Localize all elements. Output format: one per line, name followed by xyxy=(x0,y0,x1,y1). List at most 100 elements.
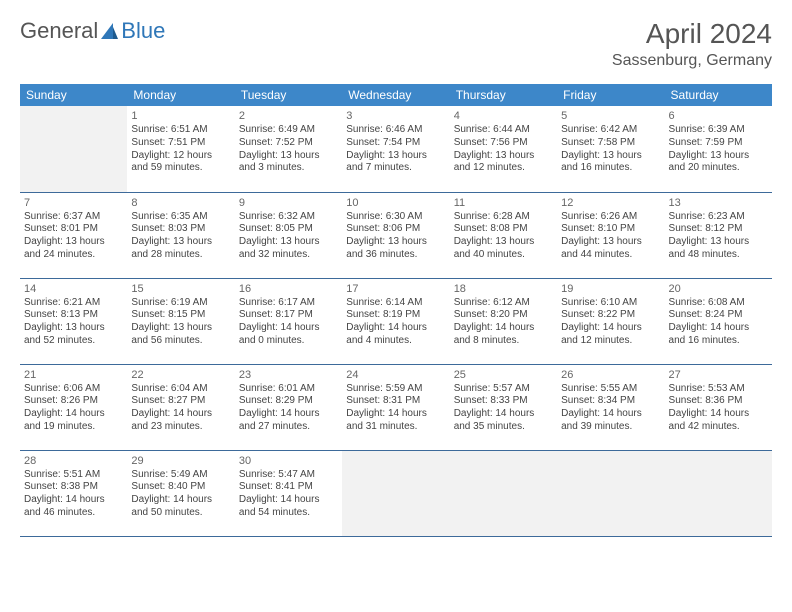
daylight-text: Daylight: 14 hours and 39 minutes. xyxy=(561,408,660,434)
daylight-text: Daylight: 13 hours and 12 minutes. xyxy=(454,150,553,176)
calendar-day-cell: 20Sunrise: 6:08 AMSunset: 8:24 PMDayligh… xyxy=(665,278,772,364)
sunset-text: Sunset: 8:15 PM xyxy=(131,309,230,322)
daylight-text: Daylight: 12 hours and 59 minutes. xyxy=(131,150,230,176)
calendar-day-cell: 17Sunrise: 6:14 AMSunset: 8:19 PMDayligh… xyxy=(342,278,449,364)
calendar-day-cell: 11Sunrise: 6:28 AMSunset: 8:08 PMDayligh… xyxy=(450,192,557,278)
day-header: Monday xyxy=(127,84,234,106)
daylight-text: Daylight: 14 hours and 4 minutes. xyxy=(346,322,445,348)
calendar-day-cell: 16Sunrise: 6:17 AMSunset: 8:17 PMDayligh… xyxy=(235,278,342,364)
day-number: 5 xyxy=(561,109,660,123)
calendar-day-cell: 18Sunrise: 6:12 AMSunset: 8:20 PMDayligh… xyxy=(450,278,557,364)
daylight-text: Daylight: 14 hours and 54 minutes. xyxy=(239,494,338,520)
daylight-text: Daylight: 13 hours and 40 minutes. xyxy=(454,236,553,262)
sunset-text: Sunset: 8:12 PM xyxy=(669,223,768,236)
sunrise-text: Sunrise: 6:51 AM xyxy=(131,124,230,137)
daylight-text: Daylight: 14 hours and 27 minutes. xyxy=(239,408,338,434)
month-title: April 2024 xyxy=(612,18,772,50)
sunrise-text: Sunrise: 6:17 AM xyxy=(239,297,338,310)
sunset-text: Sunset: 8:31 PM xyxy=(346,395,445,408)
calendar-week-row: 28Sunrise: 5:51 AMSunset: 8:38 PMDayligh… xyxy=(20,450,772,536)
sunset-text: Sunset: 8:06 PM xyxy=(346,223,445,236)
calendar-day-cell: 13Sunrise: 6:23 AMSunset: 8:12 PMDayligh… xyxy=(665,192,772,278)
sunset-text: Sunset: 8:22 PM xyxy=(561,309,660,322)
sunrise-text: Sunrise: 5:47 AM xyxy=(239,469,338,482)
sunrise-text: Sunrise: 6:46 AM xyxy=(346,124,445,137)
sunset-text: Sunset: 8:08 PM xyxy=(454,223,553,236)
calendar-day-cell xyxy=(342,450,449,536)
calendar-day-cell: 5Sunrise: 6:42 AMSunset: 7:58 PMDaylight… xyxy=(557,106,664,192)
calendar-day-cell xyxy=(450,450,557,536)
daylight-text: Daylight: 14 hours and 35 minutes. xyxy=(454,408,553,434)
day-header: Thursday xyxy=(450,84,557,106)
day-header: Saturday xyxy=(665,84,772,106)
sunrise-text: Sunrise: 6:42 AM xyxy=(561,124,660,137)
day-number: 28 xyxy=(24,454,123,468)
sunrise-text: Sunrise: 6:08 AM xyxy=(669,297,768,310)
day-number: 22 xyxy=(131,368,230,382)
calendar-week-row: 14Sunrise: 6:21 AMSunset: 8:13 PMDayligh… xyxy=(20,278,772,364)
sunrise-text: Sunrise: 6:26 AM xyxy=(561,211,660,224)
sunset-text: Sunset: 8:17 PM xyxy=(239,309,338,322)
sunrise-text: Sunrise: 6:04 AM xyxy=(131,383,230,396)
brand-text-1: General xyxy=(20,18,98,44)
sunrise-text: Sunrise: 6:49 AM xyxy=(239,124,338,137)
calendar-day-cell: 10Sunrise: 6:30 AMSunset: 8:06 PMDayligh… xyxy=(342,192,449,278)
day-number: 30 xyxy=(239,454,338,468)
sunset-text: Sunset: 8:40 PM xyxy=(131,481,230,494)
sunset-text: Sunset: 7:56 PM xyxy=(454,137,553,150)
daylight-text: Daylight: 13 hours and 36 minutes. xyxy=(346,236,445,262)
daylight-text: Daylight: 13 hours and 52 minutes. xyxy=(24,322,123,348)
sunset-text: Sunset: 8:01 PM xyxy=(24,223,123,236)
day-header: Sunday xyxy=(20,84,127,106)
day-number: 18 xyxy=(454,282,553,296)
calendar-day-cell xyxy=(20,106,127,192)
daylight-text: Daylight: 14 hours and 16 minutes. xyxy=(669,322,768,348)
sunset-text: Sunset: 8:33 PM xyxy=(454,395,553,408)
day-number: 15 xyxy=(131,282,230,296)
daylight-text: Daylight: 13 hours and 3 minutes. xyxy=(239,150,338,176)
calendar-day-cell: 26Sunrise: 5:55 AMSunset: 8:34 PMDayligh… xyxy=(557,364,664,450)
calendar-day-cell xyxy=(557,450,664,536)
day-number: 13 xyxy=(669,196,768,210)
sunrise-text: Sunrise: 6:12 AM xyxy=(454,297,553,310)
calendar-day-cell: 9Sunrise: 6:32 AMSunset: 8:05 PMDaylight… xyxy=(235,192,342,278)
calendar-day-cell: 21Sunrise: 6:06 AMSunset: 8:26 PMDayligh… xyxy=(20,364,127,450)
daylight-text: Daylight: 14 hours and 31 minutes. xyxy=(346,408,445,434)
sunrise-text: Sunrise: 5:55 AM xyxy=(561,383,660,396)
day-number: 24 xyxy=(346,368,445,382)
daylight-text: Daylight: 13 hours and 32 minutes. xyxy=(239,236,338,262)
daylight-text: Daylight: 14 hours and 50 minutes. xyxy=(131,494,230,520)
day-number: 29 xyxy=(131,454,230,468)
calendar-day-cell: 24Sunrise: 5:59 AMSunset: 8:31 PMDayligh… xyxy=(342,364,449,450)
sunset-text: Sunset: 8:10 PM xyxy=(561,223,660,236)
sunset-text: Sunset: 8:20 PM xyxy=(454,309,553,322)
calendar-day-cell: 23Sunrise: 6:01 AMSunset: 8:29 PMDayligh… xyxy=(235,364,342,450)
sunrise-text: Sunrise: 6:21 AM xyxy=(24,297,123,310)
daylight-text: Daylight: 13 hours and 24 minutes. xyxy=(24,236,123,262)
day-number: 26 xyxy=(561,368,660,382)
day-number: 10 xyxy=(346,196,445,210)
daylight-text: Daylight: 14 hours and 23 minutes. xyxy=(131,408,230,434)
day-number: 16 xyxy=(239,282,338,296)
daylight-text: Daylight: 13 hours and 44 minutes. xyxy=(561,236,660,262)
sunrise-text: Sunrise: 6:37 AM xyxy=(24,211,123,224)
sunrise-text: Sunrise: 6:44 AM xyxy=(454,124,553,137)
daylight-text: Daylight: 13 hours and 56 minutes. xyxy=(131,322,230,348)
sunset-text: Sunset: 8:29 PM xyxy=(239,395,338,408)
day-number: 3 xyxy=(346,109,445,123)
brand-logo: General Blue xyxy=(20,18,165,44)
daylight-text: Daylight: 13 hours and 20 minutes. xyxy=(669,150,768,176)
day-number: 25 xyxy=(454,368,553,382)
sunset-text: Sunset: 7:54 PM xyxy=(346,137,445,150)
daylight-text: Daylight: 14 hours and 8 minutes. xyxy=(454,322,553,348)
sunrise-text: Sunrise: 6:06 AM xyxy=(24,383,123,396)
calendar-day-cell: 22Sunrise: 6:04 AMSunset: 8:27 PMDayligh… xyxy=(127,364,234,450)
calendar-day-cell: 12Sunrise: 6:26 AMSunset: 8:10 PMDayligh… xyxy=(557,192,664,278)
day-number: 20 xyxy=(669,282,768,296)
calendar-day-cell: 15Sunrise: 6:19 AMSunset: 8:15 PMDayligh… xyxy=(127,278,234,364)
calendar-header: SundayMondayTuesdayWednesdayThursdayFrid… xyxy=(20,84,772,106)
sunset-text: Sunset: 8:26 PM xyxy=(24,395,123,408)
calendar-day-cell: 29Sunrise: 5:49 AMSunset: 8:40 PMDayligh… xyxy=(127,450,234,536)
daylight-text: Daylight: 13 hours and 28 minutes. xyxy=(131,236,230,262)
brand-sail-icon xyxy=(99,21,119,41)
